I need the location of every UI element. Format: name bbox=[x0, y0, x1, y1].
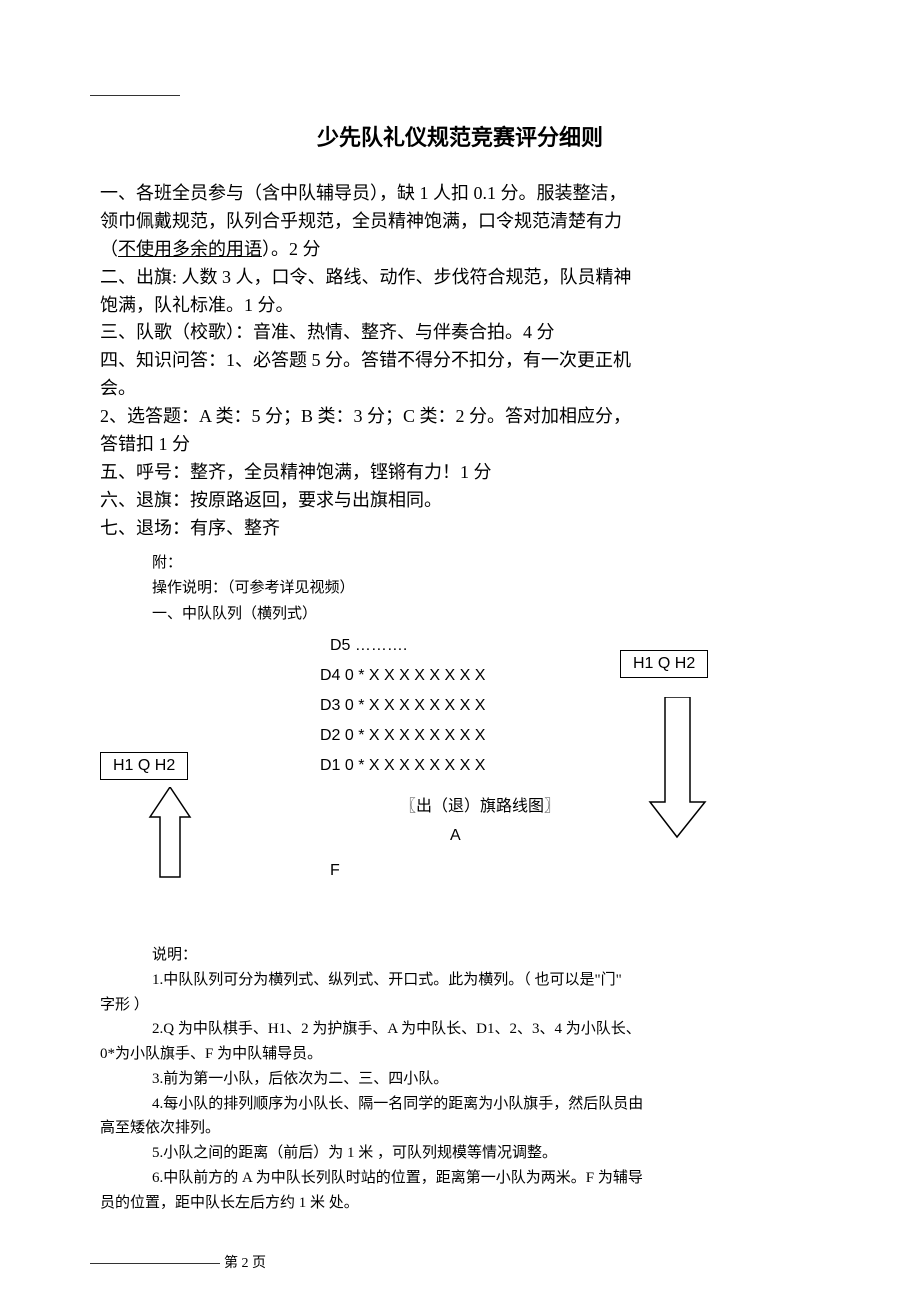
appendix-section1: 一、中队队列（横列式） bbox=[100, 602, 820, 628]
rule-4-line1: 四、知识问答：1、必答题 5 分。答错不得分不扣分，有一次更正机 bbox=[100, 347, 820, 375]
rule-1-line2: 领巾佩戴规范，队列合乎规范，全员精神饱满，口令规范清楚有力 bbox=[100, 208, 820, 236]
explain-3: 3.前为第一小队，后依次为二、三、四小队。 bbox=[100, 1067, 820, 1092]
explain-5: 5.小队之间的距离（前后）为 1 米 ，可队列规模等情况调整。 bbox=[100, 1141, 820, 1166]
explain-4b: 高至矮依次排列。 bbox=[100, 1116, 820, 1141]
diagram-d5: D5 ………. bbox=[330, 637, 407, 655]
explain-2b: 0*为小队旗手、F 为中队辅导员。 bbox=[100, 1042, 820, 1067]
diagram-d3: D3 0 * X X X X X X X X bbox=[320, 697, 485, 715]
page-footer: 第 2 页 bbox=[90, 1252, 266, 1272]
formation-diagram: D5 ………. D4 0 * X X X X X X X X D3 0 * X … bbox=[100, 637, 820, 937]
explain-2a: 2.Q 为中队棋手、H1、2 为护旗手、A 为中队长、D1、2、3、4 为小队长… bbox=[100, 1017, 820, 1042]
appendix-label: 附： bbox=[100, 551, 820, 577]
rule-4-line4: 答错扣 1 分 bbox=[100, 431, 820, 459]
diagram-d1: D1 0 * X X X X X X X X bbox=[320, 757, 485, 775]
explain-1a: 1.中队队列可分为横列式、纵列式、开口式。此为横列。（ 也可以是"门" bbox=[100, 968, 820, 993]
arrow-down-icon bbox=[645, 697, 710, 842]
footer-rule bbox=[90, 1263, 220, 1264]
rule-6: 六、退旗：按原路返回，要求与出旗相同。 bbox=[100, 487, 820, 515]
diagram-box-left: H1 Q H2 bbox=[100, 752, 188, 780]
rule-4-line3: 2、选答题：A 类：5 分；B 类：3 分；C 类：2 分。答对加相应分， bbox=[100, 403, 820, 431]
diagram-d2: D2 0 * X X X X X X X X bbox=[320, 727, 485, 745]
rule-1-suffix: ）。2 分 bbox=[262, 239, 321, 259]
diagram-a: A bbox=[450, 827, 461, 845]
explain-1b: 字形 ） bbox=[100, 993, 820, 1018]
explain-6a: 6.中队前方的 A 为中队长列队时站的位置，距离第一小队为两米。F 为辅导 bbox=[100, 1166, 820, 1191]
page-title: 少先队礼仪规范竞赛评分细则 bbox=[100, 120, 820, 152]
diagram-f: F bbox=[330, 862, 340, 880]
explain-6b: 员的位置，距中队长左后方约 1 米 处。 bbox=[100, 1191, 820, 1216]
explanation-section: 说明： 1.中队队列可分为横列式、纵列式、开口式。此为横列。（ 也可以是"门" … bbox=[100, 943, 820, 1215]
rule-5: 五、呼号：整齐，全员精神饱满，铿锵有力！1 分 bbox=[100, 459, 820, 487]
rule-1-line1: 一、各班全员参与（含中队辅导员），缺 1 人扣 0.1 分。服装整洁， bbox=[100, 180, 820, 208]
diagram-route-label: 〖出（退）旗路线图〗 bbox=[400, 792, 560, 816]
rule-1-underline: 不使用多余的用语 bbox=[118, 239, 262, 259]
diagram-box-right: H1 Q H2 bbox=[620, 650, 708, 678]
explain-4a: 4.每小队的排列顺序为小队长、隔一名同学的距离为小队旗手，然后队员由 bbox=[100, 1092, 820, 1117]
top-rule bbox=[90, 95, 180, 96]
diagram-d4: D4 0 * X X X X X X X X bbox=[320, 667, 485, 685]
arrow-up-icon bbox=[140, 787, 200, 887]
explain-label: 说明： bbox=[100, 943, 820, 968]
page-number: 第 2 页 bbox=[224, 1256, 266, 1271]
rule-1-prefix: （ bbox=[100, 239, 118, 259]
appendix-op: 操作说明：（可参考详见视频） bbox=[100, 576, 820, 602]
rules-section: 一、各班全员参与（含中队辅导员），缺 1 人扣 0.1 分。服装整洁， 领巾佩戴… bbox=[100, 180, 820, 543]
rule-1-line3: （不使用多余的用语）。2 分 bbox=[100, 236, 820, 264]
rule-2-line1: 二、出旗: 人数 3 人，口令、路线、动作、步伐符合规范，队员精神 bbox=[100, 264, 820, 292]
rule-2-line2: 饱满，队礼标准。1 分。 bbox=[100, 292, 820, 320]
rule-4-line2: 会。 bbox=[100, 375, 820, 403]
rule-3: 三、队歌（校歌）：音准、热情、整齐、与伴奏合拍。4 分 bbox=[100, 319, 820, 347]
rule-7: 七、退场：有序、整齐 bbox=[100, 515, 820, 543]
appendix-section: 附： 操作说明：（可参考详见视频） 一、中队队列（横列式） bbox=[100, 551, 820, 628]
